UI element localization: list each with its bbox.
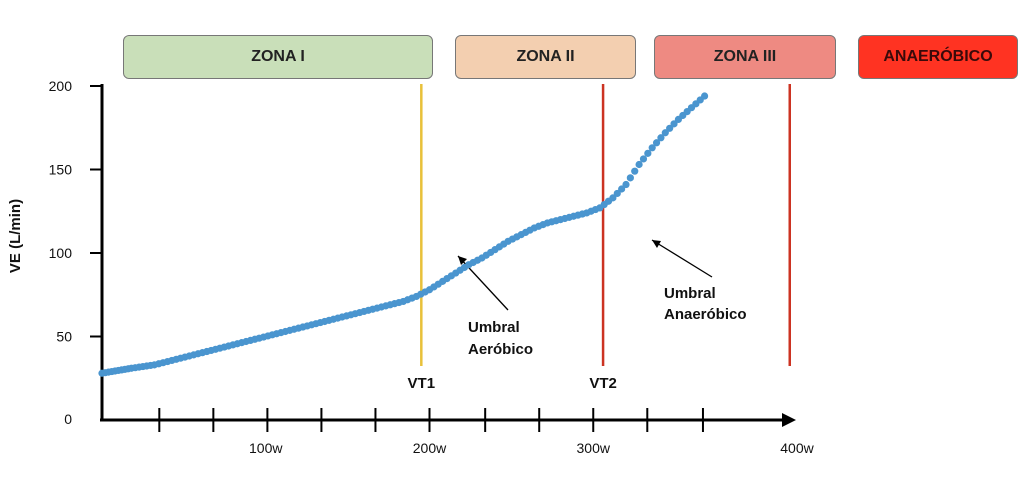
x-tick-label-300: 300w [577,440,611,456]
anaerobic-threshold-label-2: Anaeróbico [664,306,747,323]
data-point-last [701,92,709,100]
data-point-40-0 [609,194,617,202]
y-tick-label-0: 0 [64,411,72,427]
x-tick-label-100: 100w [249,440,283,456]
x-tick-label-200: 200w [413,440,447,456]
data-point-41-0 [622,180,630,189]
data-point-43-0 [648,144,656,152]
aerobic-threshold-label-1: Umbral [468,319,520,336]
data-point-41-1 [626,174,634,182]
data-point-42-1 [639,155,648,163]
anaerobic-threshold-arrow [651,239,713,278]
y-axis-title: VE (L/min) [7,199,24,273]
data-point-40-1 [613,189,621,198]
data-point-44-0 [661,129,669,137]
x-tick-label-400: 400w [780,440,814,456]
anaerobic-arrowhead-icon [652,240,661,248]
anaerobic-threshold-label-1: Umbral [664,285,716,302]
zone-i-label: ZONA I [123,35,433,79]
data-point-44-2 [670,120,678,128]
data-point-43-2 [657,134,665,142]
threshold-label-1: VT1 [408,375,436,392]
data-point-42-0 [635,160,643,169]
zone-anaerobic-label: ANAERÓBICO [858,35,1018,79]
data-point-44-1 [666,124,674,132]
aerobic-threshold-label-2: Aeróbico [468,341,533,358]
y-tick-label-200: 200 [49,78,73,94]
aerobic-arrowhead-icon [458,256,467,265]
y-tick-label-100: 100 [49,245,73,261]
data-point-40-2 [618,185,626,193]
zone-ii-label: ZONA II [455,35,636,79]
y-tick-label-50: 50 [56,329,72,345]
data-point-41-2 [631,167,639,175]
threshold-label-2: VT2 [589,375,617,392]
x-axis-arrow-icon [782,413,796,427]
y-tick-label-150: 150 [49,162,73,178]
zone-iii-label: ZONA III [654,35,836,79]
data-point-42-2 [644,149,652,157]
data-point-43-1 [652,139,661,147]
